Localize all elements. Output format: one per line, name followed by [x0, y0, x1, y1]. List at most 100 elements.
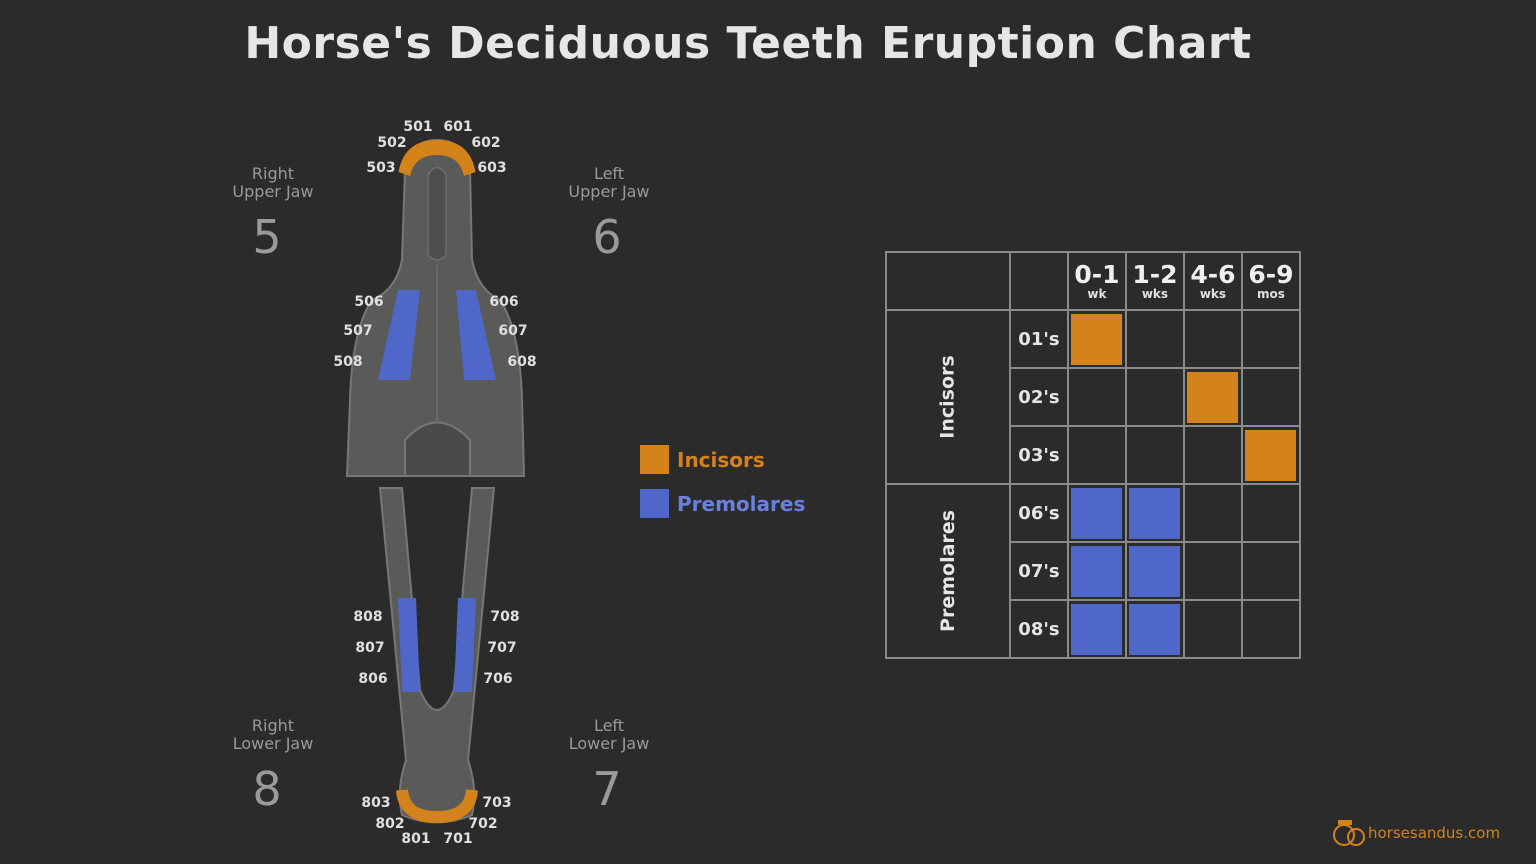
group-label-cell: Premolares — [885, 483, 1011, 659]
tooth-label: 603 — [477, 160, 507, 176]
legend-swatch — [640, 445, 669, 474]
table-row: 02's — [886, 367, 1301, 427]
tooth-label: 802 — [375, 816, 405, 832]
horse-logo-icon — [1333, 820, 1365, 846]
column-header: 0-1 wk — [1066, 251, 1127, 311]
quadrant-side: Left — [593, 164, 625, 183]
group-label-cell: Incisors — [885, 309, 1011, 485]
upper-right-premolars — [378, 290, 420, 380]
eruption-cell — [1124, 483, 1185, 543]
eruption-cell — [1182, 425, 1243, 485]
tooth-label: 708 — [490, 609, 520, 625]
eruption-cell — [1240, 309, 1301, 369]
header-row: 0-1 wk 1-2 wks 4-6 wks 6-9 mos — [885, 251, 1301, 311]
upper-left-premolars — [456, 290, 496, 380]
row-label: 07's — [1008, 541, 1069, 601]
quadrant-jaw: Upper Jaw — [232, 182, 314, 201]
tooth-label: 801 — [401, 831, 431, 847]
tooth-label: 701 — [443, 831, 473, 847]
legend-label: Incisors — [677, 447, 765, 472]
column-range: 1-2 — [1132, 260, 1178, 289]
upper-incisors — [398, 139, 476, 176]
table-row: 08's — [886, 599, 1301, 659]
eruption-cell — [1066, 425, 1127, 485]
column-unit: wk — [1087, 287, 1107, 301]
eruption-cell — [1066, 541, 1127, 601]
logo: horsesandus.com — [1332, 818, 1500, 848]
table-row: 07's — [886, 541, 1301, 601]
tooth-label: 607 — [498, 323, 528, 339]
eruption-cell — [1124, 367, 1185, 427]
group-label: Premolares — [936, 510, 959, 632]
eruption-cell — [1066, 367, 1127, 427]
tooth-label: 806 — [358, 671, 388, 687]
empty-cell — [885, 251, 1011, 311]
quadrant-number: 5 — [252, 210, 282, 264]
eruption-cell — [1240, 483, 1301, 543]
upper-jaw — [345, 138, 526, 477]
eruption-cell — [1182, 599, 1243, 659]
tooth-label: 501 — [403, 119, 433, 135]
logo-text: horsesandus.com — [1368, 824, 1501, 842]
eruption-cell — [1124, 599, 1185, 659]
quadrant-number: 8 — [252, 762, 282, 816]
tooth-label: 807 — [355, 640, 385, 656]
quadrant-side: Left — [593, 716, 625, 735]
lower-left-premolars — [454, 598, 476, 692]
tooth-label: 503 — [366, 160, 396, 176]
tooth-label: 707 — [487, 640, 517, 656]
eruption-mark — [1071, 313, 1123, 365]
legend-item-incisors: Incisors — [640, 445, 765, 474]
column-unit: mos — [1256, 287, 1285, 301]
eruption-table: 0-1 wk 1-2 wks 4-6 wks 6-9 mos Incisors 01's 02's 0… — [885, 251, 1301, 659]
column-range: 0-1 — [1074, 260, 1120, 289]
lower-incisors — [396, 789, 478, 824]
row-label: 06's — [1008, 483, 1069, 543]
column-unit: wks — [1141, 287, 1169, 301]
tooth-label: 507 — [343, 323, 373, 339]
tooth-label: 601 — [443, 119, 473, 135]
tooth-label: 606 — [489, 294, 519, 310]
tooth-label: 508 — [333, 354, 363, 370]
column-range: 6-9 — [1248, 260, 1294, 289]
quadrant-label-left-lower: Left Lower Jaw — [549, 717, 669, 753]
row-label: 01's — [1008, 309, 1069, 369]
quadrant-number: 7 — [592, 762, 622, 816]
tooth-label: 803 — [361, 795, 391, 811]
quadrant-label-right-lower: Right Lower Jaw — [213, 717, 333, 753]
tooth-label: 502 — [377, 135, 407, 151]
eruption-cell — [1240, 425, 1301, 485]
table-row: Premolares 06's — [885, 483, 1301, 659]
quadrant-jaw: Lower Jaw — [232, 734, 314, 753]
eruption-mark — [1245, 429, 1297, 481]
row-label: 02's — [1008, 367, 1069, 427]
row-label: 08's — [1008, 599, 1069, 659]
quadrant-jaw: Lower Jaw — [568, 734, 650, 753]
eruption-cell — [1182, 541, 1243, 601]
eruption-cell — [1066, 599, 1127, 659]
tooth-label: 602 — [471, 135, 501, 151]
quadrant-label-right-upper: Right Upper Jaw — [213, 165, 333, 201]
tooth-label: 702 — [468, 816, 498, 832]
eruption-mark — [1071, 603, 1123, 655]
quadrant-jaw: Upper Jaw — [568, 182, 650, 201]
column-unit: wks — [1199, 287, 1227, 301]
eruption-cell — [1124, 425, 1185, 485]
column-range: 4-6 — [1190, 260, 1236, 289]
eruption-mark — [1071, 545, 1123, 597]
eruption-cell — [1182, 483, 1243, 543]
quadrant-label-left-upper: Left Upper Jaw — [549, 165, 669, 201]
column-header: 1-2 wks — [1124, 251, 1185, 311]
quadrant-number: 6 — [592, 210, 622, 264]
tooth-label: 703 — [482, 795, 512, 811]
empty-cell — [1008, 251, 1069, 311]
eruption-mark — [1129, 487, 1181, 539]
table-row: 03's — [886, 425, 1301, 485]
legend-item-premolares: Premolares — [640, 489, 805, 518]
legend-label: Premolares — [677, 491, 806, 516]
tooth-label: 506 — [354, 294, 384, 310]
page-title: Horse's Deciduous Teeth Eruption Chart — [244, 18, 1252, 69]
eruption-cell — [1124, 541, 1185, 601]
legend-swatch — [640, 489, 669, 518]
